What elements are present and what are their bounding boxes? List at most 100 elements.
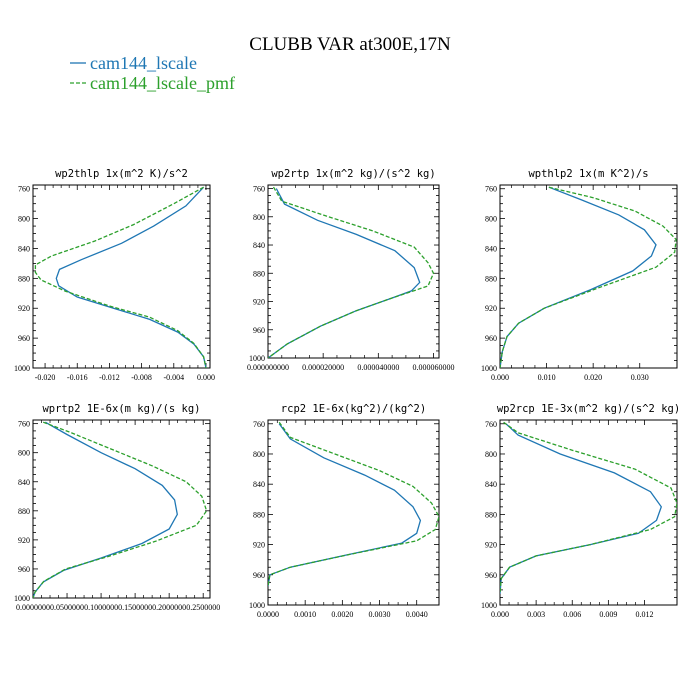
x-tick-label: 0.0040 — [406, 610, 428, 619]
x-tick-label: 0.030 — [631, 373, 649, 382]
legend-label-1: cam144_lscale — [90, 53, 197, 73]
y-tick-label: 760 — [253, 185, 265, 194]
y-tick-label: 800 — [485, 215, 497, 224]
y-tick-label: 1000 — [14, 594, 30, 603]
y-tick-label: 920 — [253, 298, 265, 307]
plot-frame — [267, 184, 440, 359]
y-tick-label: 760 — [253, 420, 265, 429]
y-tick-label: 1000 — [249, 601, 265, 610]
y-tick-label: 960 — [18, 565, 30, 574]
y-tick-label: 1000 — [249, 354, 265, 363]
x-tick-label: 0.000040000 — [357, 363, 399, 372]
y-tick-label: 840 — [18, 244, 30, 253]
x-tick-label: 0.2000000 — [152, 603, 186, 612]
y-tick-label: 760 — [18, 185, 30, 194]
y-tick-label: 800 — [18, 215, 30, 224]
y-tick-label: 840 — [485, 480, 497, 489]
y-tick-label: 760 — [485, 420, 497, 429]
y-tick-label: 960 — [253, 571, 265, 580]
y-tick-label: 840 — [18, 478, 30, 487]
y-tick-label: 880 — [253, 510, 265, 519]
panel-4: wprtp2 1E-6x(m kg)/(s kg) 760 800 840 880 920… — [14, 403, 220, 612]
y-tick-label: 880 — [485, 510, 497, 519]
y-tick-label: 920 — [253, 541, 265, 550]
y-tick-label: 960 — [18, 334, 30, 343]
legend-label-2: cam144_lscale_pmf — [90, 73, 235, 93]
x-tick-label: 0.0500000 — [50, 603, 84, 612]
legend: cam144_lscale cam144_lscale_pmf — [70, 53, 235, 93]
series-line-lscale-pmf — [33, 421, 208, 598]
panel-title: wp2rcp 1E-3x(m^2 kg)/(s^2 kg) — [497, 403, 680, 415]
y-tick-label: 960 — [253, 326, 265, 335]
panels: wp2thlp 1x(m^2 K)/s^2 760 800 840 880 920 960 1… — [14, 168, 680, 619]
y-tick-label: 1000 — [14, 364, 30, 373]
x-tick-label: 0.0020 — [331, 610, 353, 619]
series-line-lscale — [55, 186, 207, 368]
x-tick-label: 0.0030 — [369, 610, 391, 619]
series-line-lscale-pmf — [500, 186, 677, 368]
y-tick-label: 1000 — [481, 364, 497, 373]
y-tick-label: 800 — [253, 213, 265, 222]
x-tick-label: 0.010 — [538, 373, 556, 382]
y-tick-label: 800 — [18, 449, 30, 458]
x-tick-label: 0.1000000 — [84, 603, 118, 612]
x-tick-label: 0.000 — [491, 610, 509, 619]
y-tick-label: 1000 — [481, 601, 497, 610]
figure-title: CLUBB VAR at300E,17N — [249, 34, 451, 55]
x-tick-label: 0.003 — [527, 610, 545, 619]
x-tick-label: 0.006 — [563, 610, 581, 619]
y-tick-label: 800 — [253, 450, 265, 459]
series-line-lscale — [500, 186, 657, 368]
x-tick-label: 0.020 — [584, 373, 602, 382]
series-line-lscale-pmf — [268, 421, 439, 587]
x-tick-label: 0.0010 — [294, 610, 316, 619]
y-tick-label: 760 — [18, 420, 30, 429]
panel-title: wp2rtp 1x(m^2 kg)/(s^2 kg) — [271, 168, 435, 180]
x-tick-label: 0.000 — [197, 373, 215, 382]
panel-title: wp2thlp 1x(m^2 K)/s^2 — [55, 168, 188, 180]
x-tick-label: -0.004 — [163, 373, 184, 382]
plot-frame — [499, 419, 678, 606]
y-tick-label: 960 — [485, 571, 497, 580]
y-tick-label: 840 — [485, 244, 497, 253]
series-line-lscale-pmf — [34, 186, 207, 368]
y-tick-label: 920 — [485, 541, 497, 550]
y-tick-label: 880 — [253, 269, 265, 278]
x-tick-label: 0.000000000 — [247, 363, 289, 372]
y-tick-label: 880 — [18, 507, 30, 516]
panel-title: wpthlp2 1x(m K^2)/s — [528, 168, 648, 180]
x-tick-label: 0.000060000 — [412, 363, 454, 372]
panel-title: wprtp2 1E-6x(m kg)/(s kg) — [42, 403, 200, 415]
x-tick-label: 0.000 — [491, 373, 509, 382]
y-tick-label: 840 — [253, 241, 265, 250]
y-tick-label: 800 — [485, 450, 497, 459]
x-tick-label: 0.1500000 — [118, 603, 152, 612]
y-tick-label: 920 — [18, 304, 30, 313]
plot-frame — [32, 184, 211, 369]
series-line-lscale-pmf — [500, 421, 677, 594]
x-tick-label: 0.000020000 — [302, 363, 344, 372]
y-tick-label: 920 — [485, 304, 497, 313]
plot-frame — [32, 419, 211, 599]
panel-title: rcp2 1E-6x(kg^2)/(kg^2) — [281, 403, 426, 415]
x-tick-label: 0.0000000 — [16, 603, 50, 612]
y-tick-label: 760 — [485, 185, 497, 194]
plot-frame — [267, 419, 440, 606]
series-line-lscale — [268, 423, 422, 587]
y-tick-label: 880 — [485, 274, 497, 283]
x-tick-label: -0.016 — [67, 373, 88, 382]
panel-2: wp2rtp 1x(m^2 kg)/(s^2 kg) 760 800 840 880 92… — [247, 168, 454, 372]
y-tick-label: 920 — [18, 536, 30, 545]
x-tick-label: -0.008 — [131, 373, 152, 382]
x-tick-label: 0.2500000 — [186, 603, 220, 612]
panel-1: wp2thlp 1x(m^2 K)/s^2 760 800 840 880 920 960 1… — [14, 168, 215, 382]
plot-frame — [499, 184, 678, 369]
x-tick-label: -0.020 — [35, 373, 56, 382]
y-tick-label: 840 — [253, 480, 265, 489]
panel-5: rcp2 1E-6x(kg^2)/(kg^2) 760 800 840 880 920 96… — [249, 403, 440, 619]
series-line-lscale-pmf — [268, 186, 435, 358]
panel-3: wpthlp2 1x(m K^2)/s 760 800 840 880 920 960 100… — [481, 168, 678, 382]
x-tick-label: 0.012 — [635, 610, 653, 619]
y-tick-label: 960 — [485, 334, 497, 343]
